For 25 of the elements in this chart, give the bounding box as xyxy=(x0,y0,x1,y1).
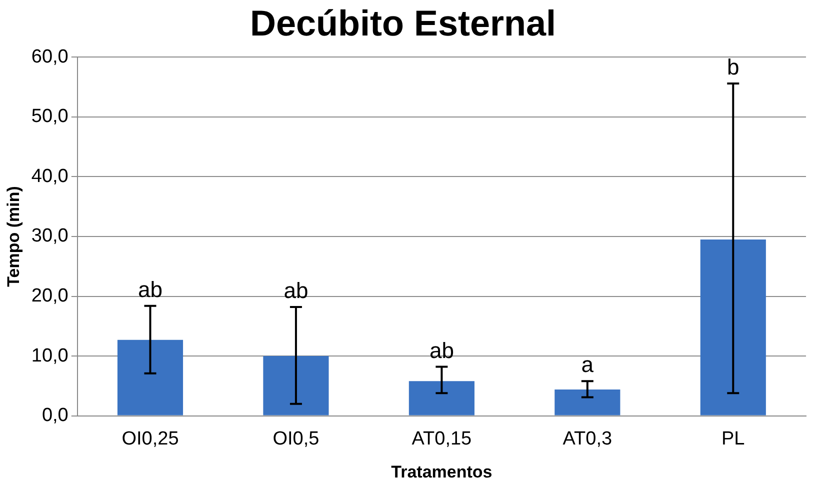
x-tick-label: PL xyxy=(722,428,745,450)
bar xyxy=(700,239,766,416)
bar xyxy=(117,340,184,416)
bar xyxy=(554,390,620,416)
y-tick-label: 30,0 xyxy=(31,226,68,247)
x-tick-label: AT0,15 xyxy=(412,428,472,450)
annotation: ab xyxy=(138,276,162,302)
x-tick-label: AT0,3 xyxy=(562,428,612,450)
x-tick-label: OI0,25 xyxy=(122,428,179,450)
chart-title: Decúbito Esternal xyxy=(250,2,556,44)
y-tick-label: 50,0 xyxy=(31,106,68,128)
bar xyxy=(408,381,474,416)
annotation: ab xyxy=(284,278,308,304)
bar xyxy=(263,356,329,416)
annotation: ab xyxy=(429,338,454,363)
annotation: a xyxy=(581,352,594,378)
y-axis-title: Tempo (min) xyxy=(4,186,23,287)
y-tick-label: 10,0 xyxy=(31,345,68,366)
annotation: b xyxy=(727,54,740,80)
y-tick-label: 60,0 xyxy=(31,46,68,68)
x-tick-label: OI0,5 xyxy=(272,428,320,450)
y-tick-label: 20,0 xyxy=(31,286,68,306)
y-tick-label: 0,0 xyxy=(42,405,68,426)
y-tick-label: 40,0 xyxy=(31,166,68,187)
x-axis-title: Tratamentos xyxy=(391,462,492,482)
